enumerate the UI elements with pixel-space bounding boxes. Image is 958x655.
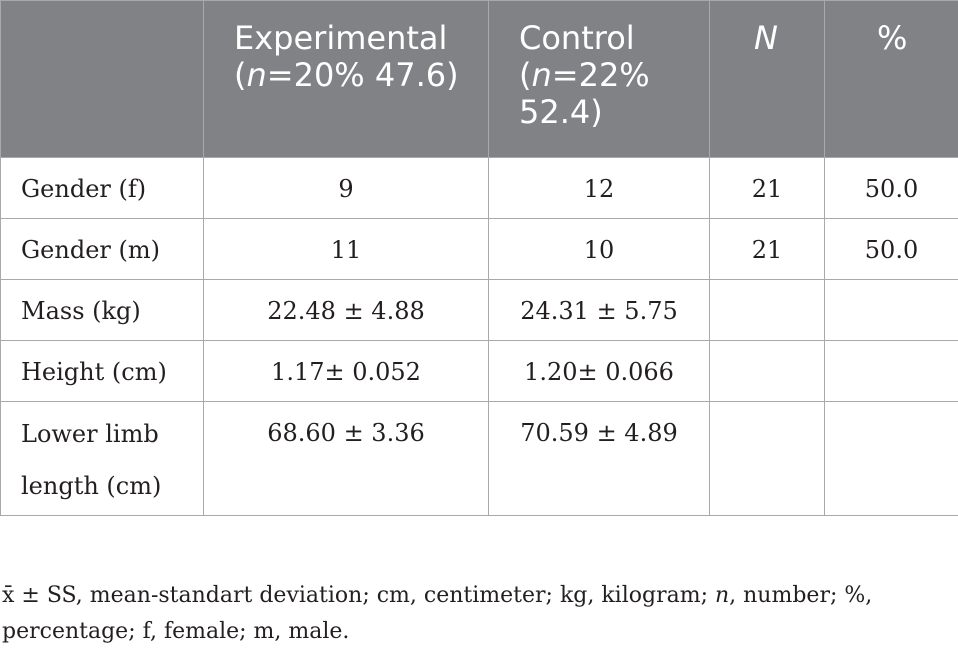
header-control-count: =22% [551,56,650,94]
table-footnote: x̄ ± SS, mean-standart deviation; cm, ce… [2,583,873,644]
row-label: Lower limb length (cm) [0,401,204,516]
cell-control: 24.31 ± 5.75 [488,279,710,341]
cell-experimental: 22.48 ± 4.88 [203,279,489,341]
header-control-title: Control [519,19,635,57]
cell-n [709,279,825,341]
header-experimental: Experimental (n=20% 47.6) [203,0,489,158]
row-label: Height (cm) [0,340,204,402]
demographics-table: Experimental (n=20% 47.6) Control (n=22% 52… [0,0,958,516]
cell-control: 10 [488,218,710,280]
cell-n [709,340,825,402]
cell-percent [824,401,958,516]
header-percent: % [824,0,958,158]
cell-percent: 50.0 [824,218,958,280]
cell-control: 70.59 ± 4.89 [488,401,710,516]
cell-experimental: 68.60 ± 3.36 [203,401,489,516]
cell-experimental: 9 [203,157,489,219]
cell-n [709,401,825,516]
header-empty-cell [0,0,204,158]
cell-percent [824,279,958,341]
cell-control: 1.20± 0.066 [488,340,710,402]
cell-n: 21 [709,218,825,280]
header-control-percent: 52.4) [519,93,603,131]
table-row: Gender (f) 9 12 21 50.0 [0,157,958,219]
header-n: N [709,0,825,158]
table-body: Gender (f) 9 12 21 50.0 Gender (m) 11 10… [0,157,958,516]
cell-n: 21 [709,157,825,219]
header-control-n: n [531,56,552,94]
cell-control: 12 [488,157,710,219]
row-label: Mass (kg) [0,279,204,341]
header-experimental-count: =20% 47.6) [266,56,459,94]
row-label: Gender (m) [0,218,204,280]
row-label: Gender (f) [0,157,204,219]
table-row: Lower limb length (cm) 68.60 ± 3.36 70.59… [0,401,958,516]
table-row: Gender (m) 11 10 21 50.0 [0,218,958,280]
header-row: Experimental (n=20% 47.6) Control (n=22% 52… [0,0,958,158]
table-header: Experimental (n=20% 47.6) Control (n=22% 52… [0,0,958,158]
table-row: Mass (kg) 22.48 ± 4.88 24.31 ± 5.75 [0,279,958,341]
table-row: Height (cm) 1.17± 0.052 1.20± 0.066 [0,340,958,402]
header-experimental-title: Experimental [234,19,448,57]
cell-experimental: 1.17± 0.052 [203,340,489,402]
header-experimental-n: n [246,56,267,94]
cell-percent: 50.0 [824,157,958,219]
cell-experimental: 11 [203,218,489,280]
cell-percent [824,340,958,402]
header-control: Control (n=22% 52.4) [488,0,710,158]
